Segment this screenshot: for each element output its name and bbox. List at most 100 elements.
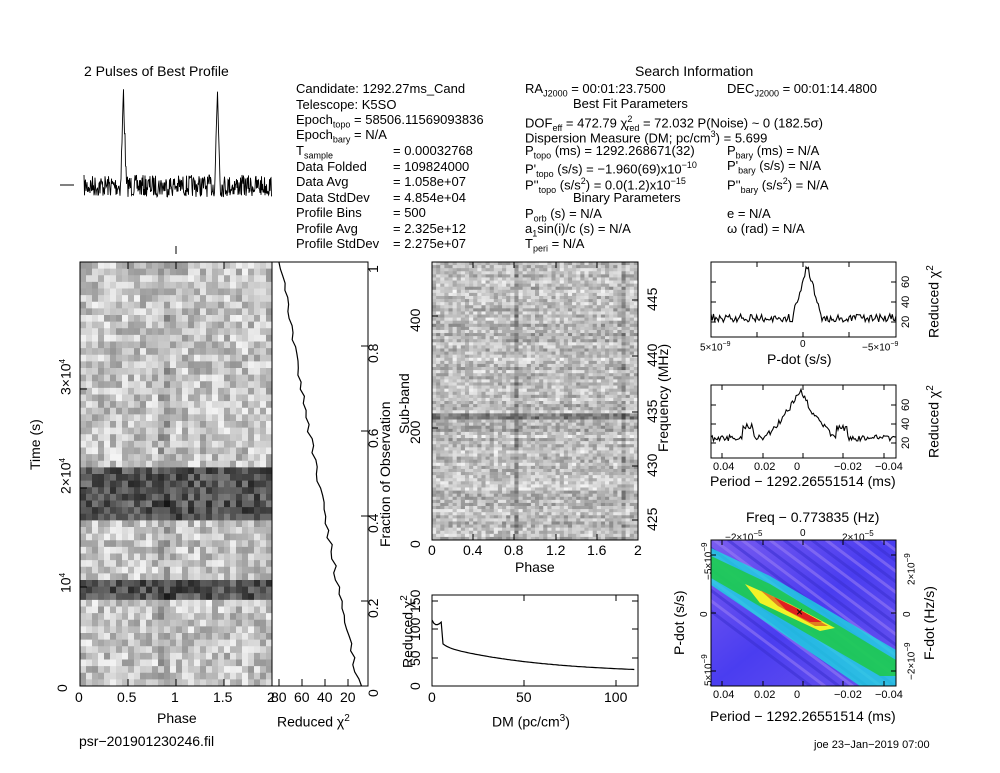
pixel — [559, 363, 565, 368]
pixel — [86, 334, 93, 342]
pixel — [559, 416, 565, 420]
pixel — [248, 580, 255, 588]
pixel — [152, 659, 159, 667]
pixel — [254, 626, 261, 634]
pixel — [477, 373, 482, 377]
pixel — [212, 381, 219, 389]
pixel — [176, 626, 183, 634]
pixel — [206, 354, 213, 362]
pixel — [188, 262, 195, 270]
pixel — [104, 487, 111, 495]
pixel — [152, 546, 159, 554]
pixel — [170, 540, 177, 548]
pixel — [432, 339, 437, 343]
pixel — [194, 407, 201, 415]
pixel — [188, 361, 195, 369]
pixel — [206, 295, 213, 303]
pixel — [469, 419, 474, 423]
pixel — [555, 295, 561, 300]
pixel — [510, 379, 515, 383]
pixel — [609, 431, 614, 436]
pixel — [551, 401, 556, 405]
pixel — [555, 354, 561, 359]
pixel — [559, 295, 565, 300]
pixel — [448, 407, 453, 411]
pixel — [625, 348, 631, 352]
pixel — [526, 382, 532, 386]
pixel — [469, 274, 474, 278]
pixel — [485, 268, 490, 272]
pixel — [510, 336, 515, 340]
pixel — [206, 474, 213, 482]
pixel — [617, 333, 622, 337]
pixel — [543, 292, 548, 297]
pixel — [224, 626, 231, 634]
pixel — [621, 329, 626, 334]
pixel — [518, 262, 523, 266]
pixel — [456, 410, 462, 414]
pixel — [236, 613, 243, 621]
pixel — [444, 342, 449, 346]
pixel — [218, 394, 225, 402]
pixel — [260, 381, 267, 389]
pixel — [436, 348, 441, 352]
pixel — [588, 283, 593, 288]
pixel — [526, 416, 532, 420]
pixel — [116, 533, 123, 541]
pixel — [576, 379, 581, 383]
pixel — [80, 295, 87, 303]
pixel — [194, 639, 201, 647]
pixel — [477, 410, 482, 414]
pixel — [518, 394, 523, 399]
pixel — [182, 467, 189, 475]
pixel — [469, 286, 474, 291]
pixel — [254, 328, 261, 336]
pixel — [188, 474, 195, 482]
pixel — [200, 321, 207, 329]
pixel — [629, 416, 635, 420]
pixel — [555, 425, 561, 430]
pixel — [576, 391, 581, 396]
pixel — [248, 659, 255, 667]
pixel — [152, 394, 159, 402]
pixel — [260, 427, 267, 435]
pixel — [526, 302, 532, 306]
pixel — [176, 407, 183, 415]
pixel — [580, 320, 585, 325]
pixel — [609, 354, 614, 359]
pixel — [625, 305, 631, 309]
pixel — [146, 401, 153, 409]
pixel — [497, 391, 503, 396]
pixel — [158, 414, 165, 422]
pixel — [464, 320, 470, 325]
pixel — [110, 553, 117, 561]
pixel — [92, 633, 99, 641]
pixel — [625, 345, 631, 349]
pixel — [448, 404, 453, 408]
pixel — [140, 275, 147, 283]
pixel — [212, 639, 219, 647]
pixel — [489, 404, 495, 408]
pixel — [254, 334, 261, 342]
pixel — [460, 360, 466, 365]
pixel — [613, 268, 618, 272]
pixel — [110, 533, 117, 541]
pixel — [493, 311, 499, 315]
pixel — [164, 606, 171, 614]
pixel — [469, 382, 474, 386]
pixel — [469, 431, 474, 436]
pixel — [266, 381, 272, 389]
pixel — [110, 381, 117, 389]
pixel — [170, 487, 177, 495]
pixel — [224, 560, 231, 568]
pixel — [444, 345, 449, 349]
pixel — [122, 666, 129, 674]
pixel — [436, 295, 441, 300]
pixel — [567, 262, 573, 266]
pixel — [206, 308, 213, 316]
pixel — [473, 416, 478, 420]
pixel — [134, 275, 141, 283]
pixel — [194, 560, 201, 568]
pixel — [481, 280, 486, 284]
pixel — [170, 427, 177, 435]
